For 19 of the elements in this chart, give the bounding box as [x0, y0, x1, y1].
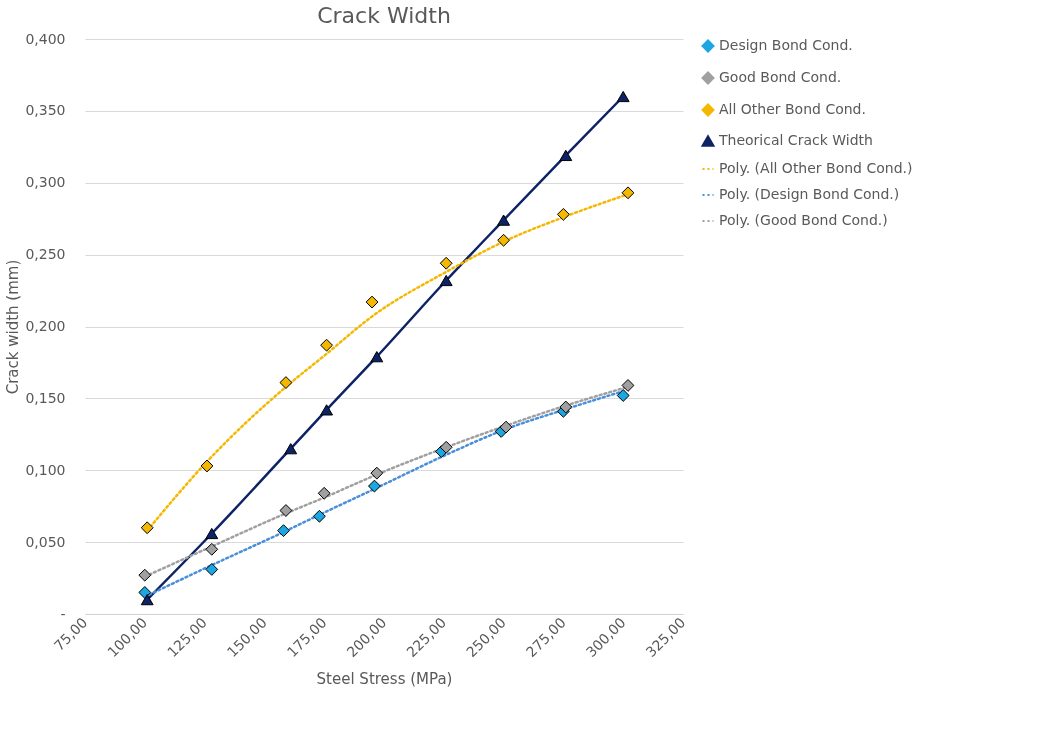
y-tick-label: 0,100 — [25, 461, 66, 478]
x-axis-title: Steel Stress (MPa) — [316, 670, 453, 689]
y-tick-label: 0,200 — [25, 318, 66, 334]
legend-label: All Other Bond Cond. — [719, 101, 866, 117]
legend-label: Poly. (Design Bond Cond.) — [719, 186, 900, 202]
legend-label: Poly. (All Other Bond Cond.) — [719, 160, 913, 176]
y-tick-label: 0,150 — [25, 389, 66, 406]
legend-label: Poly. (Good Bond Cond.) — [719, 212, 888, 228]
y-tick-label: 0,300 — [25, 174, 66, 191]
chart-title: Crack Width — [317, 3, 451, 28]
y-tick-label: - — [60, 605, 66, 622]
legend-label: Theorical Crack Width — [718, 132, 873, 148]
y-tick-label: 0,050 — [25, 533, 66, 550]
y-tick-label: 0,400 — [25, 30, 66, 47]
y-axis-title: Crack width (mm) — [4, 259, 23, 395]
legend-label: Design Bond Cond. — [719, 37, 853, 53]
y-tick-label: 0,350 — [25, 102, 66, 119]
legend-label: Good Bond Cond. — [719, 69, 842, 85]
y-tick-label: 0,250 — [25, 246, 66, 263]
